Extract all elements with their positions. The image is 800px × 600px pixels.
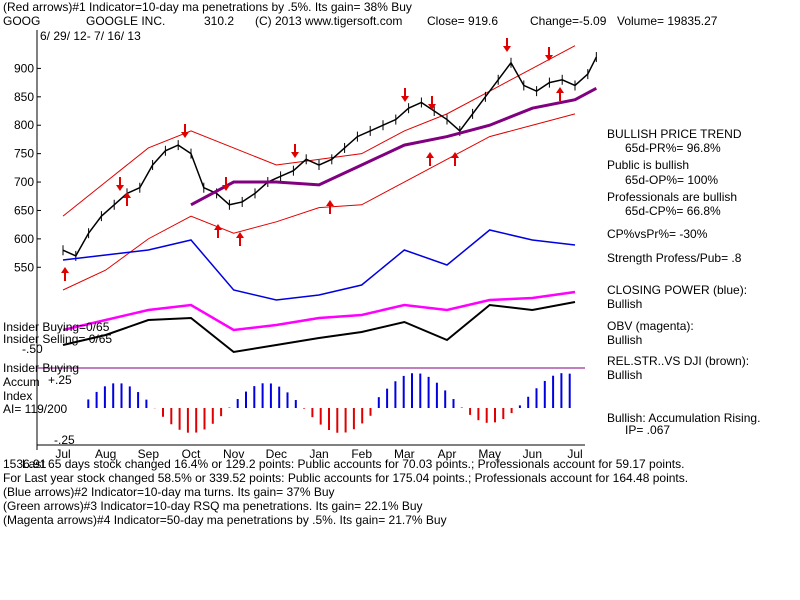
buy-arrow-icon: [214, 224, 222, 238]
ai-value: AI= 119/200: [3, 402, 68, 416]
footer-line-65days: Last 65 days stock changed 16.4% or 129.…: [22, 457, 685, 471]
y-tick-label: 900: [14, 61, 34, 75]
y-tick-label: 750: [14, 147, 34, 161]
closing-power-label: CLOSING POWER (blue):: [607, 283, 748, 297]
y-tick-label: 800: [14, 118, 34, 132]
relstr-label: REL.STR..VS DJI (brown):: [607, 354, 750, 368]
pros-status: Professionals are bullish: [607, 190, 738, 204]
x-tick-label: Nov: [223, 447, 244, 461]
accum-minus-25: -.25: [54, 433, 75, 447]
x-tick-label: Jul: [567, 447, 582, 461]
y-tick-label: 600: [14, 232, 34, 246]
x-tick-label: Mar: [394, 447, 415, 461]
relstr-status: Bullish: [607, 368, 643, 382]
indicator-1-legend: (Red arrows)#1 Indicator=10-day ma penet…: [3, 0, 412, 14]
sell-arrow-icon: [401, 88, 409, 102]
x-tick-label: Aug: [95, 447, 116, 461]
price-line: [62, 56, 598, 257]
sell-arrow-icon: [545, 47, 553, 61]
date-range: 6/ 29/ 12- 7/ 16/ 13: [40, 29, 141, 43]
indicator-2-legend: (Blue arrows)#2 Indicator=10-day ma turn…: [3, 485, 335, 499]
buy-arrow-icon: [326, 200, 334, 214]
accum-label: Accum: [3, 375, 40, 389]
buy-arrow-icon: [61, 267, 69, 281]
closing-power-line: [62, 229, 576, 301]
buy-arrow-icon: [556, 87, 564, 101]
obv-status: Bullish: [607, 333, 643, 347]
indicator-4-legend: (Magenta arrows)#4 Indicator=50-day ma p…: [3, 513, 447, 527]
x-tick-label: Jul: [55, 447, 70, 461]
copyright: (C) 2013 www.tigersoft.com: [255, 14, 403, 28]
insider-buying-label: Insider Buying: [3, 361, 80, 375]
indicator-3-legend: (Green arrows)#3 Indicator=10-day RSQ ma…: [3, 499, 423, 513]
ip-value: IP= .067: [625, 423, 671, 437]
x-tick-label: Sep: [138, 447, 160, 461]
sell-arrow-icon: [428, 96, 436, 110]
closing-power-status: Bullish: [607, 297, 643, 311]
op-percent: 65d-OP%= 100%: [625, 173, 719, 187]
insider-selling: Insider Selling= 0/65: [3, 332, 113, 346]
price-change: Change=-5.09: [530, 14, 607, 28]
sell-arrow-icon: [503, 38, 511, 52]
sell-arrow-icon: [291, 144, 299, 158]
footer-line-year: For Last year stock changed 58.5% or 339…: [3, 471, 689, 485]
buy-arrow-icon: [236, 232, 244, 246]
sell-arrow-icon: [222, 177, 230, 191]
x-tick-label: May: [478, 447, 501, 461]
indicator-minus-50: -.50: [22, 342, 43, 356]
close-price: Close= 919.6: [427, 14, 499, 28]
obv-line: [62, 290, 576, 332]
x-tick-label: Jun: [523, 447, 542, 461]
cp-vs-pr: CP%vsPr%= -30%: [607, 227, 708, 241]
volume: Volume= 19835.27: [617, 14, 718, 28]
x-tick-label: Jan: [309, 447, 328, 461]
cp-percent: 65d-CP%= 66.8%: [625, 204, 721, 218]
public-status: Public is bullish: [607, 158, 690, 172]
ma50-line: [190, 86, 598, 207]
x-tick-label: Feb: [351, 447, 372, 461]
lower-band: [62, 113, 576, 291]
buy-arrow-icon: [451, 152, 459, 166]
accum-rising: Bullish: Accumulation Rising.: [607, 411, 761, 425]
obv-label: OBV (magenta):: [607, 319, 694, 333]
accum-value: +.25: [48, 373, 72, 387]
y-tick-label: 700: [14, 175, 34, 189]
x-tick-label: Oct: [182, 447, 201, 461]
ticker: GOOG: [3, 14, 41, 28]
sell-arrow-icon: [181, 124, 189, 138]
trend-title: BULLISH PRICE TREND: [607, 127, 742, 141]
company-name: GOOGLE INC.: [86, 14, 166, 28]
x-tick-label: Dec: [266, 447, 287, 461]
insider-buying-top: Insider Buying=0/65: [3, 320, 110, 334]
footer-overlap-number: 1536.91: [3, 457, 47, 471]
buy-arrow-icon: [426, 152, 434, 166]
relstr-line: [62, 301, 576, 354]
index-label: Index: [3, 389, 33, 403]
buy-arrow-icon: [123, 192, 131, 206]
y-tick-label: 550: [14, 260, 34, 274]
pr-percent: 65d-PR%= 96.8%: [625, 141, 721, 155]
strength-ratio: Strength Profess/Pub= .8: [607, 251, 742, 265]
y-tick-label: 650: [14, 203, 34, 217]
x-tick-label: Apr: [438, 447, 457, 461]
sell-arrow-icon: [116, 177, 124, 191]
header-number: 310.2: [204, 14, 235, 28]
y-tick-label: 850: [14, 90, 34, 104]
